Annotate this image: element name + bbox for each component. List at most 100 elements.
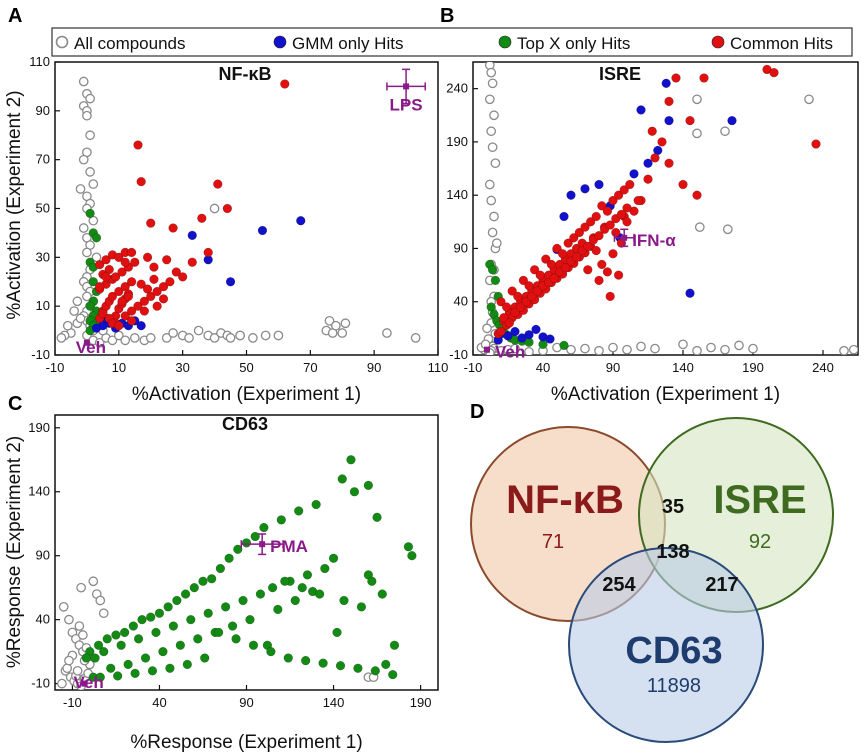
point-common-hits xyxy=(541,254,551,264)
point-common-hits xyxy=(504,318,515,328)
point-all-compounds xyxy=(85,93,95,104)
point-common-hits xyxy=(811,139,821,149)
legend-marker-gmm-only-hits xyxy=(273,35,287,49)
point-common-hits xyxy=(149,262,159,272)
point-top-x-only-hits xyxy=(276,515,286,525)
legend-label-common-hits: Common Hits xyxy=(730,34,833,53)
point-top-x-only-hits xyxy=(102,634,112,644)
point-top-x-only-hits xyxy=(255,589,266,599)
point-top-x-only-hits xyxy=(180,589,191,599)
point-common-hits xyxy=(613,190,624,200)
point-top-x-only-hits xyxy=(224,553,234,563)
point-all-compounds xyxy=(69,306,80,316)
x-tick-label-b: 240 xyxy=(812,360,834,375)
point-top-x-only-hits xyxy=(320,563,330,574)
point-top-x-only-hits xyxy=(370,666,380,676)
point-all-compounds xyxy=(78,76,89,87)
point-all-compounds xyxy=(622,344,632,355)
point-top-x-only-hits xyxy=(123,659,133,670)
point-common-hits xyxy=(513,291,523,302)
control-marker-veh xyxy=(484,346,490,353)
point-common-hits xyxy=(136,279,146,289)
panel-c-cd63: -10 40 90 140 190 -10 40 90 140 190 CD63 %Response … xyxy=(4,414,439,753)
point-all-compounds xyxy=(410,333,421,343)
point-all-compounds xyxy=(74,621,85,631)
point-top-x-only-hits xyxy=(381,659,391,670)
point-common-hits xyxy=(518,275,529,286)
point-common-hits xyxy=(552,243,562,254)
point-common-hits xyxy=(619,185,629,195)
point-top-x-only-hits xyxy=(259,522,269,533)
point-common-hits xyxy=(107,291,118,302)
point-common-hits xyxy=(280,79,290,89)
point-common-hits xyxy=(222,203,233,214)
x-tick-label-c: 140 xyxy=(323,695,345,710)
point-all-compounds xyxy=(95,595,106,606)
point-top-x-only-hits xyxy=(297,583,307,593)
point-top-x-only-hits xyxy=(372,512,382,522)
x-tick-label-c: 40 xyxy=(152,695,166,710)
point-common-hits xyxy=(625,179,635,190)
point-common-hits xyxy=(643,174,653,184)
point-common-hits xyxy=(546,259,557,270)
panel-letter-d: D xyxy=(470,401,484,423)
point-all-compounds xyxy=(486,67,497,78)
point-common-hits xyxy=(633,195,643,206)
point-gmm-only-hits xyxy=(727,115,737,126)
point-all-compounds xyxy=(209,333,220,343)
point-common-hits xyxy=(133,301,143,311)
point-all-compounds xyxy=(98,608,109,619)
point-all-compounds xyxy=(566,344,576,355)
point-top-x-only-hits xyxy=(318,658,328,668)
point-common-hits xyxy=(139,296,150,306)
venn-overlap-all: 138 xyxy=(656,541,689,563)
point-all-compounds xyxy=(489,211,499,222)
point-common-hits xyxy=(650,153,660,163)
point-common-hits xyxy=(101,255,111,265)
point-common-hits xyxy=(583,241,593,251)
point-common-hits xyxy=(664,158,674,168)
point-top-x-only-hits xyxy=(311,499,321,510)
y-tick-label-a: 70 xyxy=(36,152,50,167)
point-all-compounds xyxy=(273,330,284,341)
point-common-hits xyxy=(580,222,590,232)
legend-marker-common-hits xyxy=(711,35,725,49)
chart-title-a: NF-κB xyxy=(218,64,271,84)
control-label-veh: Veh xyxy=(76,338,106,357)
point-top-x-only-hits xyxy=(490,275,501,286)
point-common-hits xyxy=(560,262,571,273)
point-common-hits xyxy=(158,281,169,292)
point-common-hits xyxy=(527,291,537,302)
point-top-x-only-hits xyxy=(377,589,387,599)
point-common-hits xyxy=(622,203,632,213)
legend-marker-all-compounds xyxy=(55,35,69,49)
point-common-hits xyxy=(187,257,197,267)
point-common-hits xyxy=(613,270,624,280)
x-tick-label-a: 50 xyxy=(239,360,253,375)
point-all-compounds xyxy=(722,224,733,235)
point-common-hits xyxy=(529,265,540,275)
point-gmm-only-hits xyxy=(136,321,146,331)
x-tick-label-a: -10 xyxy=(46,360,65,375)
point-all-compounds xyxy=(58,602,69,612)
point-common-hits xyxy=(126,277,137,287)
y-tick-label-a: 30 xyxy=(36,249,50,264)
panel-letter-c: C xyxy=(8,393,22,415)
point-top-x-only-hits xyxy=(213,627,224,638)
point-top-x-only-hits xyxy=(111,630,121,640)
x-tick-label-c: 190 xyxy=(410,695,432,710)
point-common-hits xyxy=(501,302,512,312)
point-top-x-only-hits xyxy=(215,563,226,574)
point-common-hits xyxy=(114,286,124,297)
venn-label-isre: ISRE xyxy=(713,478,806,522)
point-common-hits xyxy=(571,252,582,262)
point-common-hits xyxy=(608,195,618,206)
y-axis-label-c: %Response (Experiment 2) xyxy=(4,436,25,668)
point-common-hits xyxy=(146,291,156,302)
point-common-hits xyxy=(510,307,520,318)
venn-circle-cd63 xyxy=(568,547,764,743)
point-all-compounds xyxy=(804,94,814,105)
point-top-x-only-hits xyxy=(353,663,363,673)
control-label-veh: Veh xyxy=(495,343,525,362)
